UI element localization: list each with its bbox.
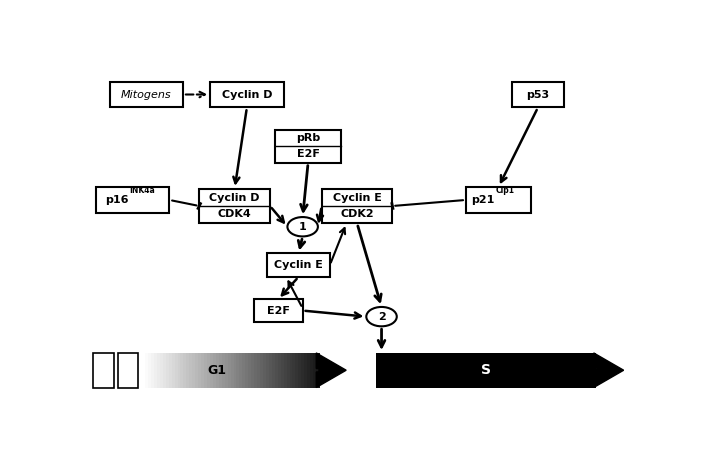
Bar	[304, 353, 307, 387]
Bar	[142, 353, 145, 387]
Bar	[157, 353, 160, 387]
FancyArrow shape	[594, 353, 623, 387]
Bar	[225, 353, 228, 387]
Bar	[230, 353, 234, 387]
Bar	[166, 353, 169, 387]
Bar	[274, 353, 278, 387]
Bar	[234, 353, 237, 387]
Bar	[251, 353, 255, 387]
Text: E2F: E2F	[297, 149, 319, 159]
Bar	[293, 353, 296, 387]
Bar	[272, 353, 275, 387]
Bar	[322, 189, 392, 223]
Bar	[296, 353, 299, 387]
Bar	[198, 353, 201, 387]
Bar	[199, 189, 270, 223]
Bar	[466, 187, 531, 213]
Bar	[145, 353, 149, 387]
Bar	[175, 353, 178, 387]
Bar	[93, 353, 114, 387]
Bar	[216, 353, 219, 387]
Text: E2F: E2F	[267, 306, 290, 316]
Bar	[160, 353, 164, 387]
Bar	[275, 130, 340, 163]
Bar	[210, 353, 213, 387]
Bar	[204, 353, 208, 387]
Text: CDK2: CDK2	[340, 209, 374, 219]
Text: CDK4: CDK4	[218, 209, 251, 219]
Bar	[376, 353, 597, 387]
Bar	[168, 353, 172, 387]
Text: 2: 2	[378, 312, 385, 321]
Circle shape	[366, 307, 397, 326]
Bar	[267, 253, 330, 277]
Bar	[171, 353, 175, 387]
Text: S: S	[482, 363, 491, 377]
Bar	[183, 353, 187, 387]
Text: G1: G1	[207, 364, 226, 377]
Bar	[278, 353, 282, 387]
Bar	[310, 353, 314, 387]
Text: p21: p21	[471, 195, 494, 205]
Bar	[192, 353, 196, 387]
Bar	[307, 353, 311, 387]
Bar	[298, 353, 302, 387]
Bar	[118, 353, 138, 387]
Bar	[210, 82, 284, 107]
Bar	[195, 353, 199, 387]
Bar	[186, 353, 190, 387]
Bar	[219, 353, 223, 387]
Bar	[163, 353, 166, 387]
Bar	[154, 353, 157, 387]
Bar	[260, 353, 263, 387]
Bar	[227, 353, 231, 387]
Bar	[239, 353, 243, 387]
Text: Cyclin E: Cyclin E	[333, 193, 381, 202]
Bar	[313, 353, 317, 387]
Bar	[207, 353, 211, 387]
Bar	[245, 353, 249, 387]
FancyArrow shape	[317, 353, 346, 387]
Text: Cyclin E: Cyclin E	[274, 260, 323, 270]
Text: p16: p16	[105, 195, 128, 205]
Bar	[178, 353, 181, 387]
Bar	[253, 299, 303, 322]
Bar	[151, 353, 154, 387]
Bar	[242, 353, 246, 387]
Bar	[286, 353, 290, 387]
Bar	[269, 353, 272, 387]
Text: Cyclin D: Cyclin D	[222, 89, 272, 100]
Text: Cip1: Cip1	[495, 186, 515, 195]
Bar	[512, 82, 564, 107]
Text: Mitogens: Mitogens	[121, 89, 171, 100]
Bar	[237, 353, 240, 387]
Bar	[249, 353, 252, 387]
Bar	[213, 353, 216, 387]
Text: Cyclin D: Cyclin D	[209, 193, 260, 202]
Bar	[263, 353, 267, 387]
Bar	[254, 353, 258, 387]
Bar	[281, 353, 284, 387]
Bar	[96, 187, 169, 213]
Circle shape	[287, 217, 318, 237]
Bar	[284, 353, 287, 387]
Text: INK4a: INK4a	[129, 186, 155, 195]
Bar	[316, 353, 319, 387]
Bar	[201, 353, 204, 387]
Bar	[110, 82, 183, 107]
Bar	[301, 353, 305, 387]
Bar	[180, 353, 184, 387]
Bar	[266, 353, 270, 387]
Text: p53: p53	[526, 89, 550, 100]
Bar	[289, 353, 293, 387]
Text: 1: 1	[299, 222, 307, 232]
Bar	[257, 353, 260, 387]
Bar	[190, 353, 193, 387]
Text: pRb: pRb	[296, 133, 320, 144]
Bar	[148, 353, 152, 387]
Bar	[222, 353, 225, 387]
